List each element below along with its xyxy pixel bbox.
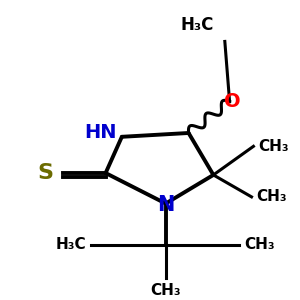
Text: H₃C: H₃C (180, 16, 213, 34)
Text: N: N (157, 196, 174, 215)
Text: HN: HN (85, 122, 117, 142)
Text: CH₃: CH₃ (150, 283, 181, 298)
Text: CH₃: CH₃ (256, 189, 287, 204)
Text: S: S (38, 163, 54, 183)
Text: CH₃: CH₃ (258, 139, 289, 154)
Text: O: O (224, 92, 241, 111)
Text: H₃C: H₃C (56, 237, 87, 252)
Text: CH₃: CH₃ (244, 237, 274, 252)
